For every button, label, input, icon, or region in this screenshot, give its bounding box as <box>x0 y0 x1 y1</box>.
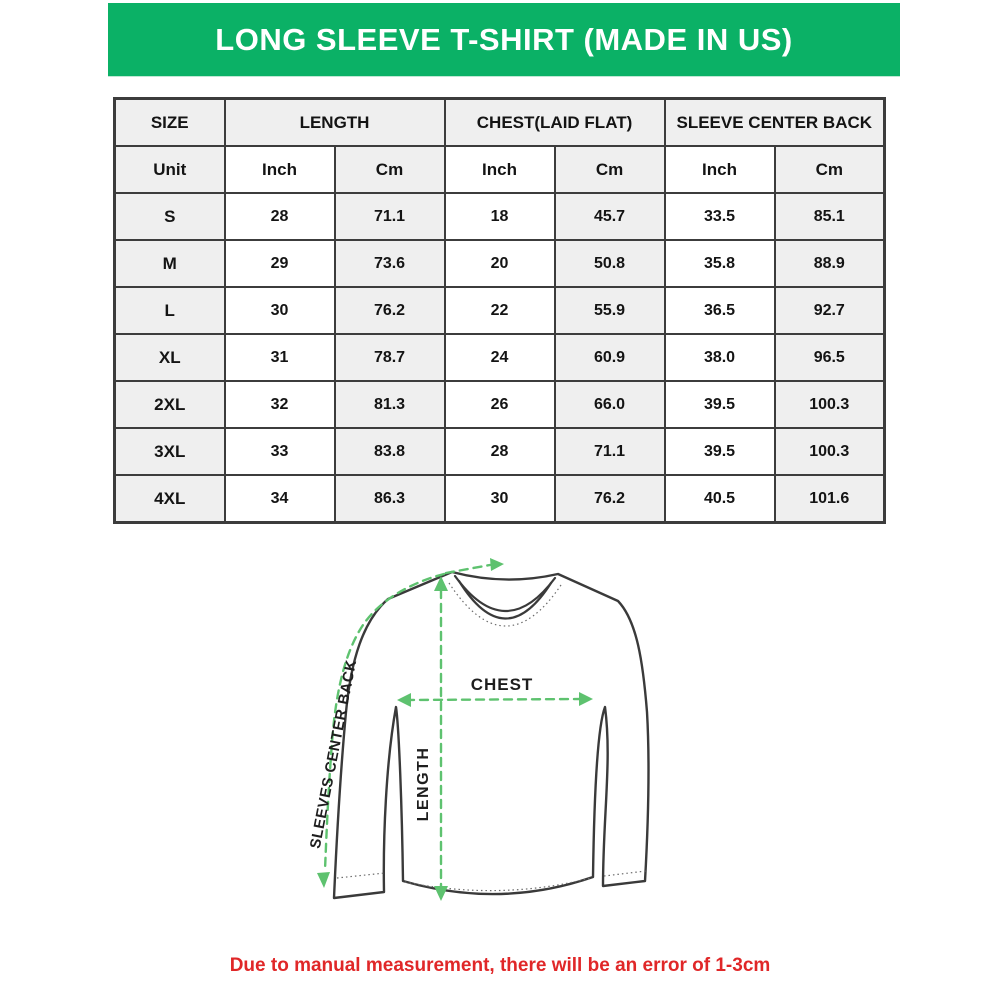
value-cell: 28 <box>443 427 556 476</box>
header-chest: CHEST(LAID FLAT) <box>443 97 666 147</box>
value-cell: 88.9 <box>773 239 886 288</box>
value-cell: 60.9 <box>553 333 666 382</box>
header-size: SIZE <box>113 97 226 147</box>
length-arrow <box>434 576 448 901</box>
value-cell: 22 <box>443 286 556 335</box>
hem-stitch <box>404 877 592 892</box>
page-title: LONG SLEEVE T-SHIRT (MADE IN US) <box>215 21 793 57</box>
value-cell: 73.6 <box>333 239 446 288</box>
title-banner: LONG SLEEVE T-SHIRT (MADE IN US) <box>108 3 900 76</box>
value-cell: 83.8 <box>333 427 446 476</box>
chest-label: CHEST <box>471 675 534 694</box>
table-row: M 29 73.6 20 50.8 35.8 88.9 <box>113 239 886 288</box>
length-label: LENGTH <box>415 747 432 822</box>
value-cell: 71.1 <box>553 427 666 476</box>
tshirt-outline <box>332 570 650 900</box>
table-row: 2XL 32 81.3 26 66.0 39.5 100.3 <box>113 380 886 429</box>
value-cell: 33 <box>223 427 336 476</box>
unit-row: Unit Inch Cm Inch Cm Inch Cm <box>113 145 886 194</box>
value-cell: 39.5 <box>663 427 776 476</box>
sleeve-center-back-arrow <box>317 558 504 888</box>
value-cell: 26 <box>443 380 556 429</box>
measurement-note: Due to manual measurement, there will be… <box>229 955 771 976</box>
value-cell: 39.5 <box>663 380 776 429</box>
value-cell: 76.2 <box>553 474 666 524</box>
size-cell: L <box>113 286 226 335</box>
value-cell: 40.5 <box>663 474 776 524</box>
table-row: XL 31 78.7 24 60.9 38.0 96.5 <box>113 333 886 382</box>
value-cell: 81.3 <box>333 380 446 429</box>
value-cell: 38.0 <box>663 333 776 382</box>
table-row: L 30 76.2 22 55.9 36.5 92.7 <box>113 286 886 335</box>
value-cell: 35.8 <box>663 239 776 288</box>
value-cell: 34 <box>223 474 336 524</box>
chest-arrow <box>397 692 593 707</box>
value-cell: 55.9 <box>553 286 666 335</box>
unit-inch-cell: Inch <box>663 145 776 194</box>
header-length: LENGTH <box>223 97 446 147</box>
table-row: S 28 71.1 18 45.7 33.5 85.1 <box>113 192 886 241</box>
value-cell: 78.7 <box>333 333 446 382</box>
value-cell: 96.5 <box>773 333 886 382</box>
size-cell: 2XL <box>113 380 226 429</box>
collar-back-stitch <box>448 582 562 627</box>
value-cell: 28 <box>223 192 336 241</box>
unit-inch-cell: Inch <box>443 145 556 194</box>
size-cell: XL <box>113 333 226 382</box>
unit-cm-cell: Cm <box>333 145 446 194</box>
value-cell: 71.1 <box>333 192 446 241</box>
value-cell: 24 <box>443 333 556 382</box>
unit-cm-cell: Cm <box>773 145 886 194</box>
unit-inch-cell: Inch <box>223 145 336 194</box>
unit-label-cell: Unit <box>113 145 226 194</box>
group-header-row: SIZE LENGTH CHEST(LAID FLAT) SLEEVE CENT… <box>113 97 886 147</box>
value-cell: 18 <box>443 192 556 241</box>
table-row: 3XL 33 83.8 28 71.1 39.5 100.3 <box>113 427 886 476</box>
size-cell: 4XL <box>113 474 226 524</box>
value-cell: 31 <box>223 333 336 382</box>
value-cell: 100.3 <box>773 427 886 476</box>
value-cell: 29 <box>223 239 336 288</box>
value-cell: 101.6 <box>773 474 886 524</box>
value-cell: 32 <box>223 380 336 429</box>
value-cell: 50.8 <box>553 239 666 288</box>
value-cell: 86.3 <box>333 474 446 524</box>
table-row: 4XL 34 86.3 30 76.2 40.5 101.6 <box>113 474 886 524</box>
value-cell: 92.7 <box>773 286 886 335</box>
value-cell: 45.7 <box>553 192 666 241</box>
size-table: SIZE LENGTH CHEST(LAID FLAT) SLEEVE CENT… <box>113 97 887 524</box>
value-cell: 76.2 <box>333 286 446 335</box>
value-cell: 30 <box>443 474 556 524</box>
value-cell: 36.5 <box>663 286 776 335</box>
value-cell: 85.1 <box>773 192 886 241</box>
value-cell: 100.3 <box>773 380 886 429</box>
value-cell: 66.0 <box>553 380 666 429</box>
unit-cm-cell: Cm <box>553 145 666 194</box>
size-cell: S <box>113 192 226 241</box>
value-cell: 30 <box>223 286 336 335</box>
size-cell: M <box>113 239 226 288</box>
shirt-measurement-diagram: CHEST LENGTH SLEEVES CENTER BACK <box>296 546 714 932</box>
value-cell: 33.5 <box>663 192 776 241</box>
value-cell: 20 <box>443 239 556 288</box>
size-cell: 3XL <box>113 427 226 476</box>
header-sleeve-center-back: SLEEVE CENTER BACK <box>663 97 886 147</box>
